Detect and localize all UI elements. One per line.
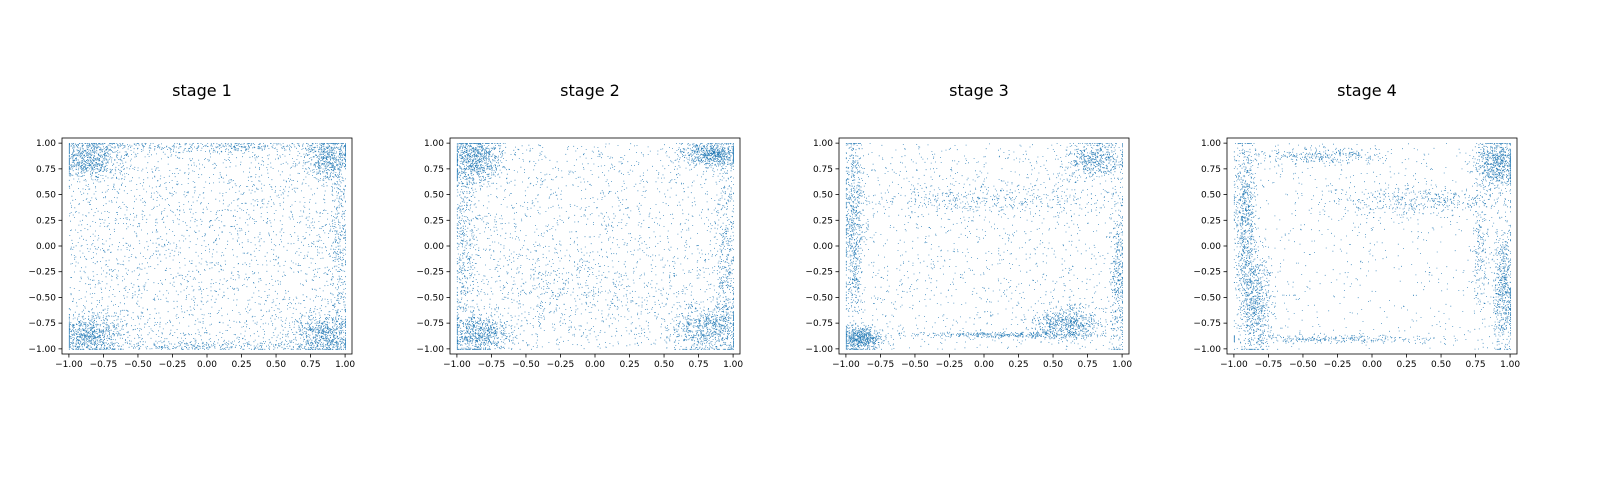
y-tick-label: −0.75 (805, 319, 833, 329)
x-tick-label: 0.25 (1009, 360, 1029, 370)
x-tick-label: 0.25 (1397, 360, 1417, 370)
x-tick-label: −0.50 (901, 360, 929, 370)
x-tick-label: −0.75 (867, 360, 895, 370)
x-tick-label: −1.00 (55, 360, 83, 370)
y-tick-label: −1.00 (416, 345, 444, 355)
scatter-panel-stage-4: stage 4 −1.00 −0.75 −0.50 −0.25 0.00 0.25 0.50… (1193, 81, 1520, 370)
y-tick-label: 0.00 (424, 242, 444, 252)
x-tick-label: 0.00 (974, 360, 994, 370)
scatter-point-markers (456, 143, 734, 350)
y-tick-label: 0.50 (813, 191, 833, 201)
y-tick-label: 0.25 (813, 216, 833, 226)
y-tick-label: −0.25 (1193, 268, 1221, 278)
x-tick-label: 0.75 (1078, 360, 1098, 370)
y-tick-label: −0.25 (416, 268, 444, 278)
x-tick-label: 0.00 (1362, 360, 1382, 370)
x-tick-label: 1.00 (1500, 360, 1520, 370)
y-tick-label: −0.50 (1193, 293, 1221, 303)
y-tick-label: −0.75 (28, 319, 56, 329)
x-tick-label: −1.00 (443, 360, 471, 370)
scatter-points (845, 143, 1123, 350)
x-tick-label: 0.50 (266, 360, 286, 370)
y-tick-label: 1.00 (1201, 139, 1221, 149)
y-tick-label: 0.25 (36, 216, 56, 226)
scatter-panel-stage-1: stage 1 −1.00 −0.75 −0.50 −0.25 0.00 0.25 0.50… (28, 81, 355, 370)
y-tick-label: 0.75 (1201, 165, 1221, 175)
x-tick-label: −0.25 (936, 360, 964, 370)
panel-title: stage 3 (949, 81, 1009, 100)
y-tick-label: 0.00 (36, 242, 56, 252)
y-tick-label: −0.50 (416, 293, 444, 303)
x-tick-label: −0.25 (1324, 360, 1352, 370)
panel-title: stage 1 (172, 81, 232, 100)
scatter-panel-stage-2: stage 2 −1.00 −0.75 −0.50 −0.25 0.00 0.25 0.50… (416, 81, 743, 370)
x-tick-label: −0.50 (1289, 360, 1317, 370)
y-axis-ticks: −1.00 −0.75 −0.50 −0.25 0.00 0.25 0.50 0.75 1.00 (416, 139, 450, 355)
y-tick-label: 0.50 (1201, 191, 1221, 201)
scatter-points (456, 143, 734, 350)
y-tick-label: 0.50 (424, 191, 444, 201)
x-tick-label: 1.00 (1112, 360, 1132, 370)
y-tick-label: 1.00 (813, 139, 833, 149)
y-tick-label: −1.00 (805, 345, 833, 355)
x-tick-label: 0.25 (232, 360, 252, 370)
x-axis-ticks: −1.00 −0.75 −0.50 −0.25 0.00 0.25 0.50 0.75 1.00 (55, 354, 355, 370)
y-tick-label: 1.00 (424, 139, 444, 149)
x-axis-ticks: −1.00 −0.75 −0.50 −0.25 0.00 0.25 0.50 0.75 1.00 (443, 354, 743, 370)
x-tick-label: 0.25 (620, 360, 640, 370)
scatter-point-markers (68, 143, 346, 350)
y-tick-label: −0.50 (28, 293, 56, 303)
x-tick-label: 0.75 (301, 360, 321, 370)
x-tick-label: 0.00 (585, 360, 605, 370)
y-tick-label: −1.00 (1193, 345, 1221, 355)
y-tick-label: −0.25 (805, 268, 833, 278)
y-tick-label: −0.25 (28, 268, 56, 278)
x-axis-ticks: −1.00 −0.75 −0.50 −0.25 0.00 0.25 0.50 0.75 1.00 (832, 354, 1132, 370)
x-tick-label: 0.75 (689, 360, 709, 370)
x-tick-label: −0.75 (1255, 360, 1283, 370)
scatter-panel-stage-3: stage 3 −1.00 −0.75 −0.50 −0.25 0.00 0.25 0.50… (805, 81, 1132, 370)
scatter-points (68, 143, 346, 350)
y-tick-label: 0.50 (36, 191, 56, 201)
y-tick-label: −0.75 (1193, 319, 1221, 329)
x-tick-label: −1.00 (1220, 360, 1248, 370)
y-axis-ticks: −1.00 −0.75 −0.50 −0.25 0.00 0.25 0.50 0.75 1.00 (1193, 139, 1227, 355)
y-tick-label: −1.00 (28, 345, 56, 355)
y-axis-ticks: −1.00 −0.75 −0.50 −0.25 0.00 0.25 0.50 0.75 1.00 (28, 139, 62, 355)
x-tick-label: 1.00 (723, 360, 743, 370)
y-tick-label: 0.25 (1201, 216, 1221, 226)
x-tick-label: −0.75 (478, 360, 506, 370)
y-tick-label: 0.75 (36, 165, 56, 175)
y-tick-label: 0.00 (1201, 242, 1221, 252)
y-tick-label: 0.75 (424, 165, 444, 175)
x-tick-label: −1.00 (832, 360, 860, 370)
scatter-point-markers (845, 143, 1123, 350)
x-tick-label: −0.50 (124, 360, 152, 370)
panel-title: stage 2 (560, 81, 620, 100)
panel-title: stage 4 (1337, 81, 1397, 100)
x-axis-ticks: −1.00 −0.75 −0.50 −0.25 0.00 0.25 0.50 0.75 1.00 (1220, 354, 1520, 370)
y-tick-label: −0.75 (416, 319, 444, 329)
x-tick-label: 0.50 (1431, 360, 1451, 370)
x-tick-label: 0.75 (1466, 360, 1486, 370)
x-tick-label: 0.50 (654, 360, 674, 370)
y-tick-label: 0.75 (813, 165, 833, 175)
y-tick-label: 0.25 (424, 216, 444, 226)
y-axis-ticks: −1.00 −0.75 −0.50 −0.25 0.00 0.25 0.50 0.75 1.00 (805, 139, 839, 355)
y-tick-label: −0.50 (805, 293, 833, 303)
x-tick-label: −0.25 (547, 360, 575, 370)
x-tick-label: −0.50 (512, 360, 540, 370)
x-tick-label: 1.00 (335, 360, 355, 370)
x-tick-label: 0.50 (1043, 360, 1063, 370)
x-tick-label: −0.75 (90, 360, 118, 370)
x-tick-label: −0.25 (159, 360, 187, 370)
x-tick-label: 0.00 (197, 360, 217, 370)
y-tick-label: 1.00 (36, 139, 56, 149)
y-tick-label: 0.00 (813, 242, 833, 252)
